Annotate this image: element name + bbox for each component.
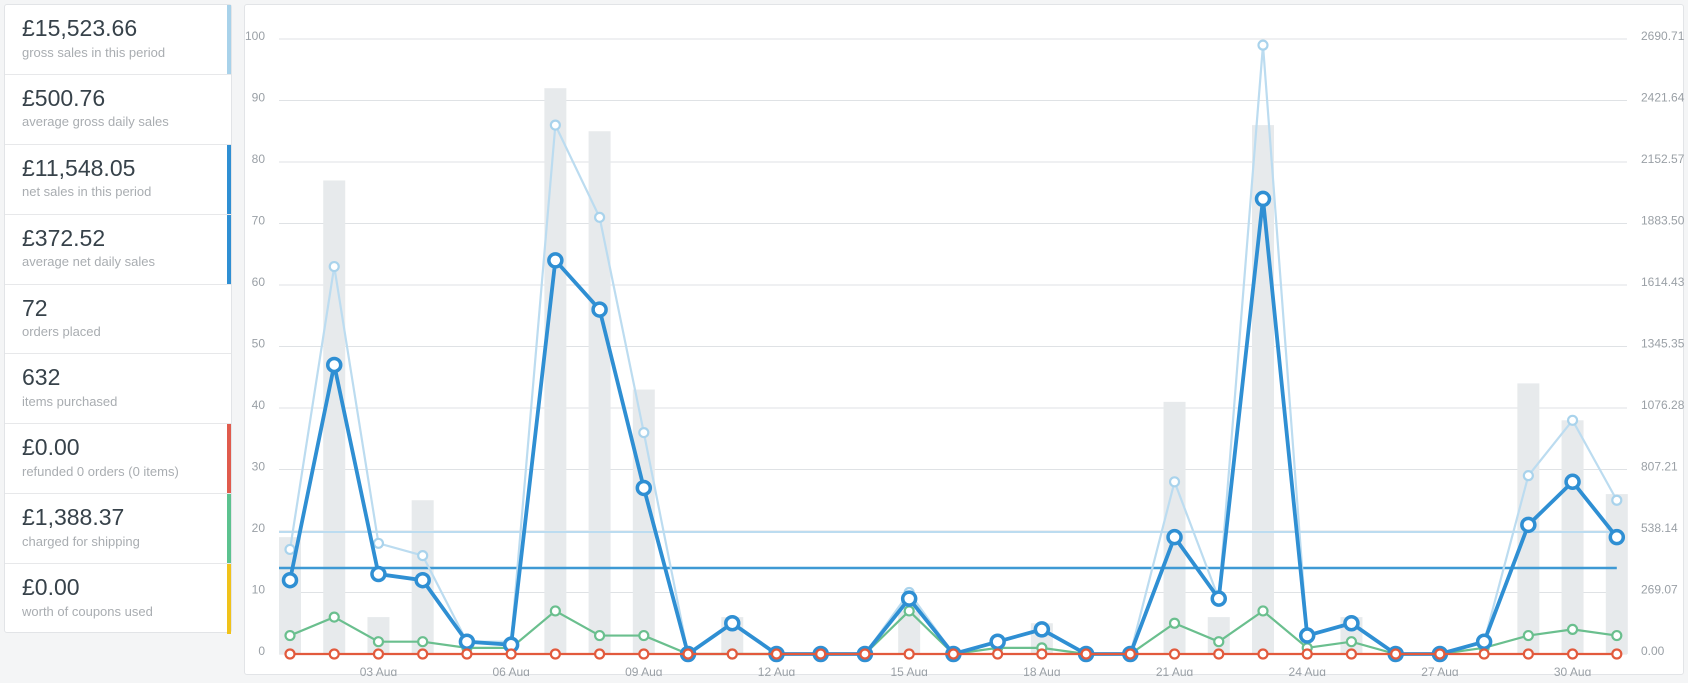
svg-text:40: 40	[252, 398, 266, 412]
svg-text:100: 100	[245, 29, 265, 43]
svg-text:50: 50	[252, 337, 266, 351]
svg-text:80: 80	[252, 152, 266, 166]
svg-text:20: 20	[252, 521, 266, 535]
svg-text:12 Aug: 12 Aug	[758, 665, 795, 676]
svg-text:269.07: 269.07	[1641, 583, 1678, 597]
svg-text:70: 70	[252, 214, 266, 228]
svg-text:30: 30	[252, 460, 266, 474]
svg-text:2152.57: 2152.57	[1641, 152, 1685, 166]
svg-text:538.14: 538.14	[1641, 521, 1678, 535]
svg-text:90: 90	[252, 91, 266, 105]
svg-text:06 Aug: 06 Aug	[492, 665, 529, 676]
svg-text:10: 10	[252, 583, 266, 597]
svg-text:0.00: 0.00	[1641, 644, 1665, 658]
svg-text:15 Aug: 15 Aug	[890, 665, 927, 676]
svg-text:30 Aug: 30 Aug	[1554, 665, 1591, 676]
svg-text:807.21: 807.21	[1641, 460, 1678, 474]
svg-text:1345.35: 1345.35	[1641, 337, 1685, 351]
svg-text:18 Aug: 18 Aug	[1023, 665, 1060, 676]
svg-text:2690.71: 2690.71	[1641, 29, 1685, 43]
svg-text:1614.43: 1614.43	[1641, 275, 1685, 289]
svg-text:1883.50: 1883.50	[1641, 214, 1685, 228]
svg-text:21 Aug: 21 Aug	[1156, 665, 1193, 676]
svg-text:60: 60	[252, 275, 266, 289]
svg-text:24 Aug: 24 Aug	[1289, 665, 1326, 676]
svg-text:03 Aug: 03 Aug	[360, 665, 397, 676]
svg-text:27 Aug: 27 Aug	[1421, 665, 1458, 676]
svg-text:1076.28: 1076.28	[1641, 398, 1685, 412]
svg-text:09 Aug: 09 Aug	[625, 665, 662, 676]
svg-text:2421.64: 2421.64	[1641, 91, 1685, 105]
svg-text:0: 0	[258, 644, 265, 658]
